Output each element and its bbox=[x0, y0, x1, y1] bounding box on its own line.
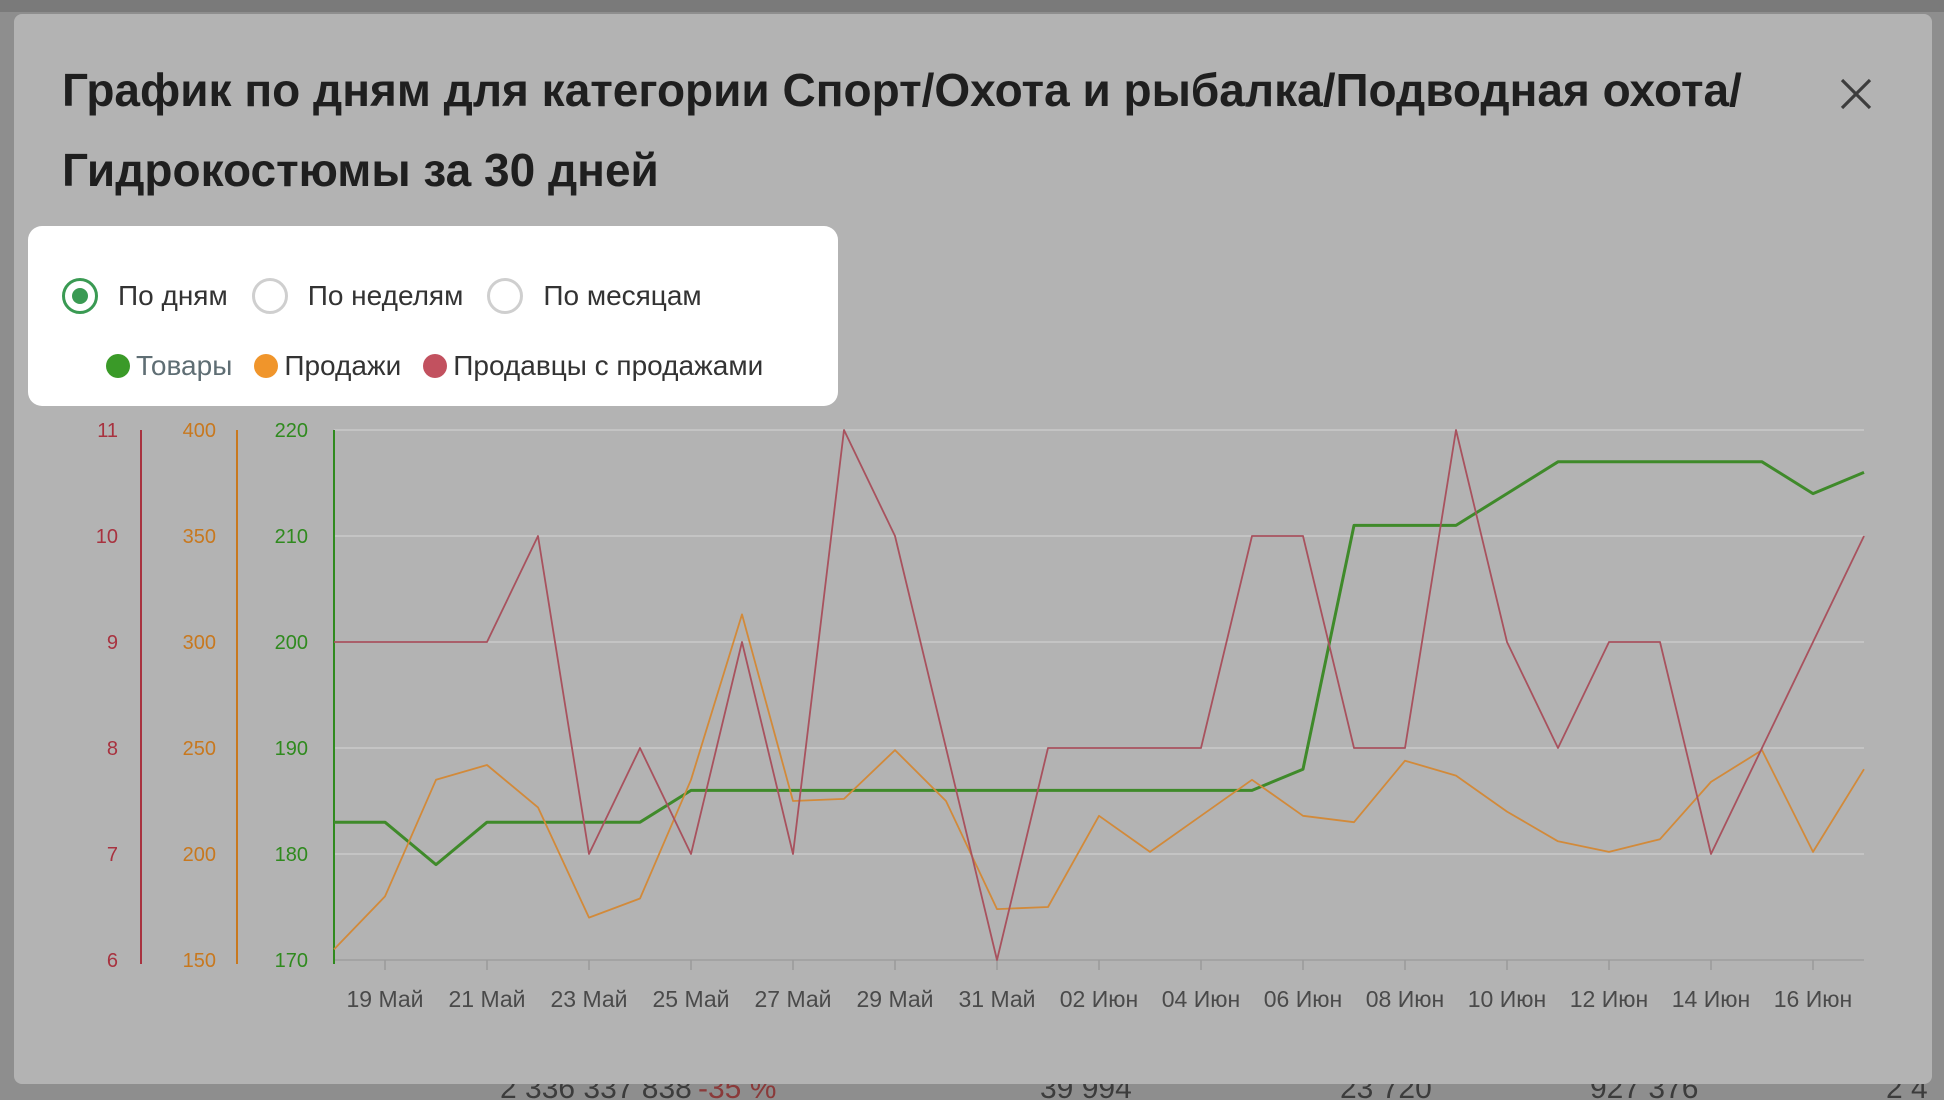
chart-legend: Товары Продажи Продавцы с продажами bbox=[106, 350, 785, 382]
series-line bbox=[334, 460, 1865, 867]
y-tick-label: 200 bbox=[275, 632, 308, 654]
y-tick-label: 6 bbox=[107, 950, 118, 972]
chart-modal: График по дням для категории Спорт/Охота… bbox=[14, 14, 1932, 1084]
series-line bbox=[334, 429, 1865, 961]
y-tick-label: 220 bbox=[275, 420, 308, 442]
y-tick-label: 8 bbox=[107, 738, 118, 760]
close-icon bbox=[1840, 78, 1872, 110]
y-tick-label: 350 bbox=[183, 526, 216, 548]
x-tick-label: 27 Май bbox=[754, 986, 831, 1012]
legend-label: Продажи bbox=[284, 350, 402, 381]
y-tick-label: 10 bbox=[96, 526, 118, 548]
y-tick-label: 210 bbox=[275, 526, 308, 548]
radio-unchecked-icon bbox=[251, 278, 288, 314]
legend-item-products[interactable]: Товары bbox=[106, 350, 232, 382]
radio-unchecked-icon bbox=[487, 278, 524, 314]
modal-title: График по дням для категории Спорт/Охота… bbox=[62, 64, 1742, 196]
y-tick-label: 200 bbox=[183, 844, 216, 866]
legend-dot-icon bbox=[254, 354, 279, 378]
x-tick-label: 02 Июн bbox=[1060, 986, 1138, 1012]
series-line bbox=[333, 613, 1865, 951]
x-tick-label: 10 Июн bbox=[1468, 986, 1546, 1012]
radio-checked-icon bbox=[62, 278, 98, 314]
radio-label: По дням bbox=[118, 280, 228, 311]
x-tick-label: 12 Июн bbox=[1570, 986, 1648, 1012]
x-tick-label: 21 Май bbox=[448, 986, 525, 1012]
x-tick-label: 19 Май bbox=[346, 986, 423, 1012]
y-tick-label: 190 bbox=[275, 738, 308, 760]
y-tick-label: 11 bbox=[97, 420, 118, 442]
y-tick-label: 150 bbox=[183, 950, 216, 972]
legend-dot-icon bbox=[106, 354, 130, 378]
legend-dot-icon bbox=[423, 354, 448, 378]
close-button[interactable] bbox=[1826, 64, 1886, 124]
radio-by-weeks[interactable]: По неделям bbox=[251, 278, 464, 314]
y-tick-label: 250 bbox=[183, 738, 216, 760]
x-tick-label: 06 Июн bbox=[1264, 986, 1342, 1012]
line-chart: 6 7 8 9 10 11 150 200 250 300 350 400 170 180 190 200 21… bbox=[96, 420, 1865, 1012]
x-tick-label: 16 Июн bbox=[1774, 986, 1852, 1012]
x-tick-label: 25 Май bbox=[652, 986, 729, 1012]
y-tick-label: 180 bbox=[275, 844, 308, 866]
radio-by-days[interactable]: По дням bbox=[62, 278, 228, 314]
radio-by-months[interactable]: По месяцам bbox=[487, 278, 702, 314]
legend-label: Продавцы с продажами bbox=[453, 350, 764, 381]
y-tick-label: 170 bbox=[275, 950, 308, 972]
x-tick-label: 23 Май bbox=[550, 986, 627, 1012]
x-tick-label: 31 Май bbox=[958, 986, 1035, 1012]
x-tick-label: 04 Июн bbox=[1162, 986, 1240, 1012]
y-tick-label: 300 bbox=[183, 632, 216, 654]
x-tick-label: 29 Май bbox=[856, 986, 933, 1012]
legend-item-sellers[interactable]: Продавцы с продажами bbox=[423, 350, 763, 382]
y-tick-label: 400 bbox=[183, 420, 216, 442]
background-header-strip bbox=[0, 0, 1944, 12]
x-tick-label: 08 Июн bbox=[1366, 986, 1444, 1012]
chart-controls-panel: По дням По неделям По месяцам Товары Про… bbox=[28, 226, 838, 406]
legend-label: Товары bbox=[136, 350, 233, 381]
y-tick-label: 9 bbox=[107, 632, 118, 654]
legend-item-sales[interactable]: Продажи bbox=[254, 350, 401, 382]
x-tick-label: 14 Июн bbox=[1672, 986, 1750, 1012]
y-tick-label: 7 bbox=[107, 844, 118, 866]
radio-label: По месяцам bbox=[543, 280, 702, 311]
radio-label: По неделям bbox=[307, 280, 464, 311]
period-radio-group: По дням По неделям По месяцам bbox=[62, 278, 726, 314]
